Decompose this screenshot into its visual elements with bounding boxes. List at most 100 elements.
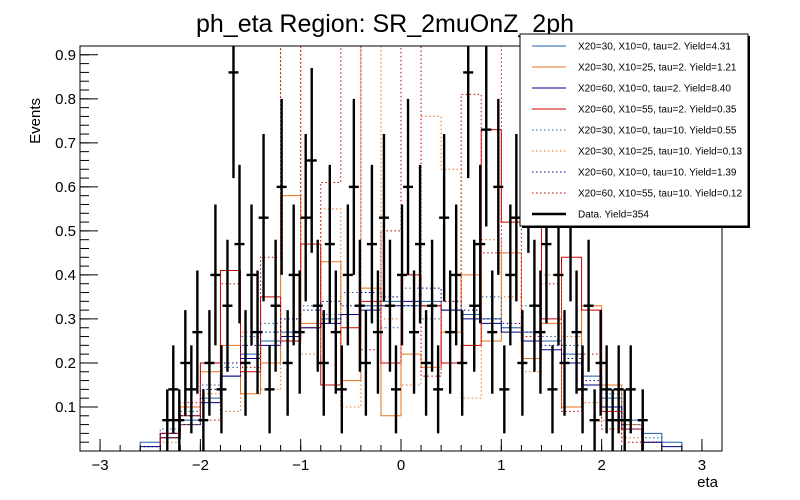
data-point [324, 164, 335, 324]
data-point [397, 204, 408, 346]
y-tick-label: 0.4 [55, 267, 76, 284]
y-tick-label: 0.8 [55, 91, 76, 108]
data-point [487, 270, 498, 394]
data-point [192, 270, 203, 394]
data-point [168, 345, 179, 434]
data-point [282, 310, 293, 416]
data-point [348, 98, 359, 275]
data-point [577, 345, 588, 434]
x-tick-label: 2 [597, 457, 605, 474]
data-point [228, 46, 239, 179]
legend-label: X20=30, X10=25, tau=2. Yield=1.21 [578, 63, 737, 74]
x-tick-label: −1 [292, 457, 309, 474]
data-point [336, 345, 347, 434]
data-point [300, 134, 311, 302]
chart-title: ph_eta Region: SR_2muOnZ_2ph [196, 10, 574, 38]
legend-label: X20=30, X10=25, tau=10. Yield=0.13 [578, 147, 742, 158]
data-point [384, 239, 395, 372]
data-point [535, 270, 546, 394]
data-point [475, 164, 486, 324]
data-point [559, 310, 570, 416]
y-tick-label: 0.1 [55, 399, 76, 416]
data-point [198, 389, 209, 451]
data-point [595, 310, 606, 416]
axes: −3 −2 −1 0 1 2 3 0.1 0.2 0.3 0.4 0.5 0.6 0.7 0.8 0.9 [55, 45, 723, 474]
data-point [481, 46, 492, 227]
legend-box [519, 33, 749, 227]
x-axis-label: eta [697, 474, 719, 491]
data-point [547, 345, 558, 434]
data-point [433, 345, 444, 434]
data-point [589, 389, 600, 451]
legend-label: X20=60, X10=0, tau=10. Yield=1.39 [578, 168, 737, 179]
data-point [312, 239, 323, 372]
data-point [162, 389, 173, 451]
data-point [607, 389, 618, 451]
data-point [403, 98, 414, 275]
legend-label: X20=60, X10=55, tau=2. Yield=0.35 [578, 105, 737, 116]
x-tick-label: 1 [497, 457, 505, 474]
data-point [342, 204, 353, 346]
data-point [216, 345, 227, 434]
y-tick-label: 0.2 [55, 355, 76, 372]
data-point [354, 239, 365, 372]
data-point [625, 345, 636, 434]
legend-label: X20=60, X10=0, tau=2. Yield=8.40 [578, 84, 731, 95]
data-point [457, 310, 468, 416]
data-point [318, 310, 329, 416]
data-point [619, 389, 630, 451]
data-point [378, 134, 389, 302]
legend-label: X20=60, X10=55, tau=10. Yield=0.12 [578, 189, 742, 200]
legend-label: Data. Yield=354 [578, 210, 649, 221]
data-point [505, 204, 516, 346]
data-point [601, 345, 612, 434]
x-tick-label: −3 [92, 457, 109, 474]
data-point [571, 270, 582, 394]
data-point [366, 164, 377, 324]
y-tick-label: 0.5 [55, 223, 76, 240]
x-tick-label: −2 [192, 457, 209, 474]
data-point [372, 270, 383, 394]
data-point [421, 310, 432, 416]
legend-label: X20=30, X10=0, tau=2. Yield=4.31 [578, 42, 731, 53]
data-point [529, 239, 540, 372]
data-point [222, 239, 233, 372]
data-point [186, 345, 197, 434]
legend-label: X20=30, X10=0, tau=10. Yield=0.55 [578, 126, 737, 137]
x-tick-label: 3 [698, 457, 706, 474]
data-point [360, 310, 371, 416]
data-point [445, 270, 456, 394]
data-point [469, 239, 480, 372]
data-point [264, 345, 275, 434]
data-point [258, 134, 269, 302]
y-tick-label: 0.6 [55, 179, 76, 196]
y-tick-label: 0.3 [55, 311, 76, 328]
data-point [180, 310, 191, 416]
data-point [204, 310, 215, 416]
data-point [288, 204, 299, 346]
y-tick-label: 0.9 [55, 47, 76, 64]
data-point [270, 239, 281, 372]
data-point [234, 164, 245, 324]
data-point [174, 389, 185, 451]
data-point [427, 239, 438, 372]
data-point [409, 270, 420, 394]
data-point [246, 204, 257, 346]
data-point [517, 310, 528, 416]
data-point [390, 345, 401, 434]
data-point [637, 389, 648, 451]
data-point [252, 270, 263, 394]
data-point [451, 204, 462, 346]
y-tick-label: 0.7 [55, 135, 76, 152]
y-axis-label: Events [27, 98, 44, 144]
data-point [415, 164, 426, 324]
legend: X20=30, X10=0, tau=2. Yield=4.31 X20=30, … [519, 33, 750, 228]
data-point [240, 310, 251, 416]
data-point [583, 239, 594, 372]
data-point [493, 98, 504, 275]
data-point [463, 46, 474, 179]
data-point [294, 270, 305, 394]
data-point [439, 134, 450, 302]
data-point [613, 345, 624, 434]
data-point [306, 68, 317, 253]
